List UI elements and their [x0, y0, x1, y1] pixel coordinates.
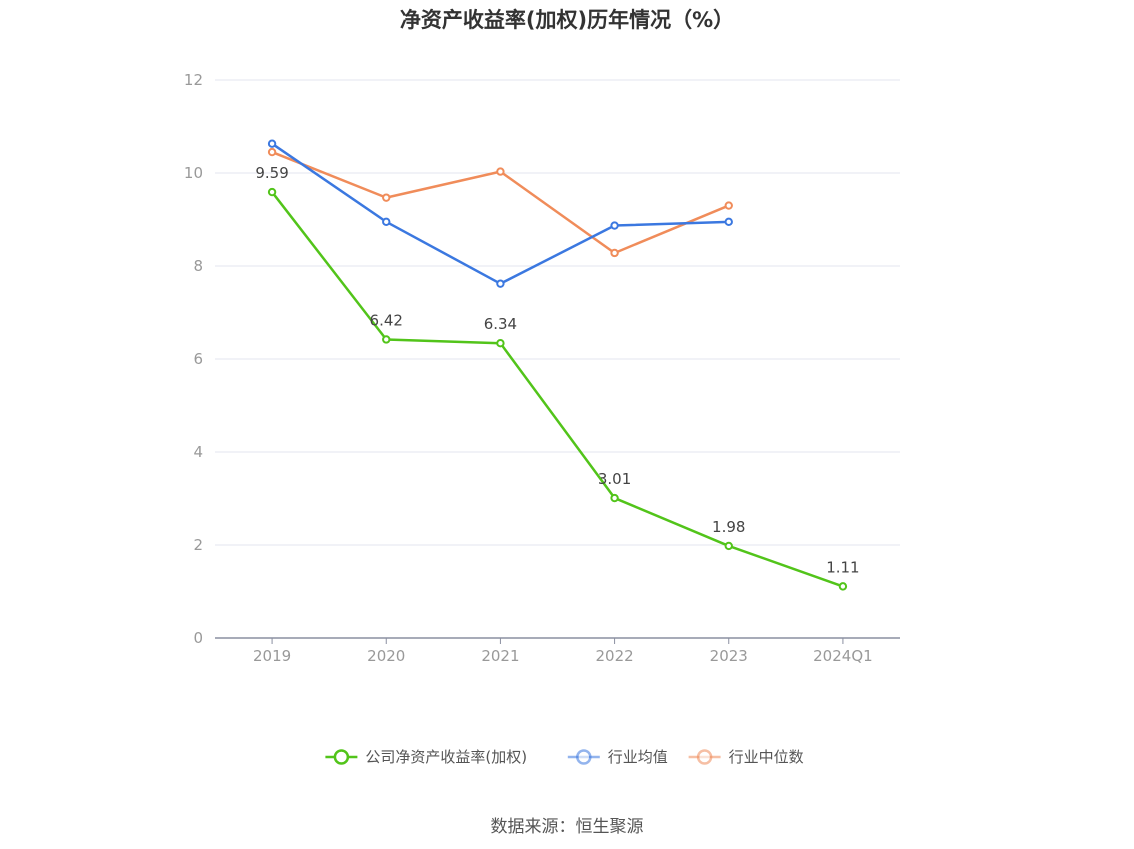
legend-marker	[333, 749, 350, 765]
data-label: 3.01	[598, 470, 631, 488]
data-point	[267, 147, 277, 157]
data-label: 6.42	[370, 311, 403, 329]
data-point	[382, 335, 391, 344]
chart-title: 净资产收益率(加权)历年情况（%）	[399, 8, 735, 32]
data-point	[610, 248, 619, 258]
y-tick-label: 2	[193, 536, 203, 554]
y-tick-label: 0	[193, 629, 203, 647]
data-point	[838, 582, 848, 591]
legend: 公司净资产收益率(加权) 行业均值 行业中位数	[325, 748, 804, 766]
grid-lines	[215, 79, 900, 546]
series-lines	[267, 139, 848, 591]
data-label: 9.59	[255, 164, 288, 182]
data-point	[267, 139, 277, 148]
data-point	[610, 493, 619, 503]
line-chart: 0 2 4 6 8 10 12 2019 2020 2021 2022 2023 2024Q1 9.5…	[184, 71, 900, 766]
legend-marker	[576, 749, 592, 765]
y-tick-label: 12	[184, 71, 203, 89]
data-point	[724, 541, 733, 551]
data-point	[496, 279, 505, 288]
legend-label: 公司净资产收益率(加权)	[365, 748, 527, 766]
data-point	[496, 338, 505, 348]
y-tick-label: 10	[184, 164, 203, 182]
data-point	[382, 217, 391, 227]
y-tick-label: 8	[193, 257, 203, 275]
data-point	[610, 221, 619, 230]
data-labels: 9.59 6.42 6.34 3.01 1.98 1.11	[255, 164, 859, 576]
series-line	[271, 150, 730, 255]
data-point	[724, 201, 733, 210]
data-label: 1.98	[712, 518, 745, 536]
x-tick-label: 2020	[367, 647, 405, 665]
data-source: 数据来源：恒生聚源	[490, 817, 644, 837]
data-point	[382, 193, 391, 202]
legend-marker	[696, 749, 713, 765]
x-tick-label: 2023	[710, 647, 748, 665]
data-point	[724, 217, 733, 227]
y-tick-label: 4	[193, 443, 203, 461]
y-tick-label: 6	[193, 350, 203, 368]
x-tick-label: 2019	[253, 647, 291, 665]
x-tick-label: 2022	[595, 647, 633, 665]
x-tick-label: 2024Q1	[813, 647, 873, 665]
data-point	[496, 167, 505, 176]
series-line	[271, 142, 729, 285]
y-axis-ticks: 0 2 4 6 8 10 12	[184, 71, 203, 647]
series-line	[271, 191, 844, 588]
legend-label: 行业中位数	[729, 748, 804, 766]
data-point	[267, 187, 277, 197]
x-tick-label: 2021	[481, 647, 519, 665]
legend-label: 行业均值	[608, 748, 668, 766]
data-label: 1.11	[826, 558, 859, 576]
x-axis: 2019 2020 2021 2022 2023 2024Q1	[215, 637, 900, 665]
data-label: 6.34	[484, 315, 517, 333]
